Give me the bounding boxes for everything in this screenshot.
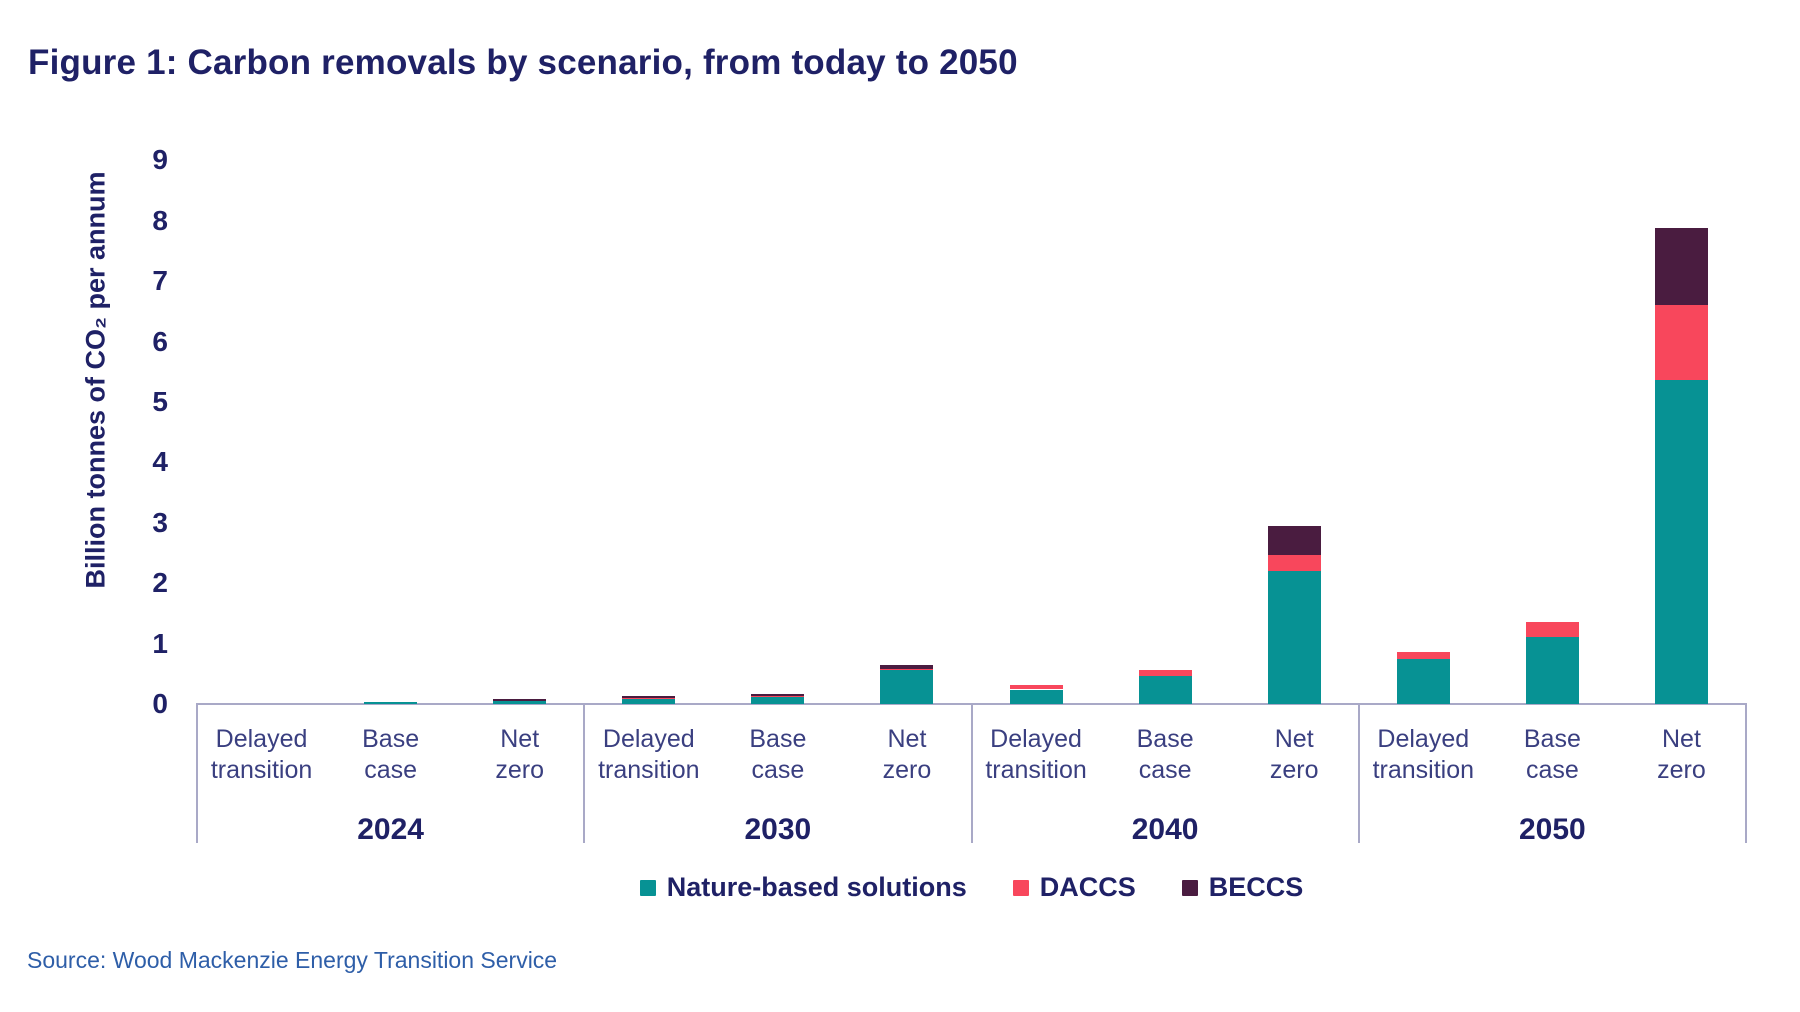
bar-segment-daccs xyxy=(1654,305,1708,380)
legend-label-nature-based-solutions: Nature-based solutions xyxy=(666,872,967,902)
bar-segment-nature-based-solutions xyxy=(1654,379,1708,704)
bar-segment-beccs xyxy=(1654,228,1708,306)
scenario-label: Delayed transition xyxy=(985,725,1087,784)
legend-item-nature-based-solutions: Nature-based solutions xyxy=(639,872,967,903)
y-tick-label: 3 xyxy=(152,506,168,538)
figure-title: Figure 1: Carbon removals by scenario, f… xyxy=(28,43,1018,82)
y-tick-label: 8 xyxy=(152,204,168,236)
y-tick-label: 5 xyxy=(152,386,168,417)
legend-label-beccs: BECCS xyxy=(1208,872,1304,902)
scenario-label: Net zero xyxy=(1269,725,1319,784)
year-label: 2050 xyxy=(1519,813,1586,846)
y-tick-label: 2 xyxy=(152,567,168,599)
legend-label-daccs: DACCS xyxy=(1039,872,1136,902)
bar-segment-beccs xyxy=(751,694,805,697)
y-tick-label: 9 xyxy=(152,144,168,176)
bar-segment-nature-based-solutions xyxy=(751,696,805,704)
scenario-label: Base case xyxy=(1136,725,1194,784)
bar-segment-beccs xyxy=(493,699,547,701)
bar-segment-daccs xyxy=(1138,669,1192,676)
bar-segment-nature-based-solutions xyxy=(1009,689,1063,704)
bar-segment-nature-based-solutions xyxy=(493,700,547,704)
year-label: 2024 xyxy=(357,813,424,846)
scenario-label: Net zero xyxy=(1657,725,1706,784)
bar-segment-daccs xyxy=(622,697,676,699)
legend: Nature-based solutions DACCS BECCS xyxy=(197,872,1746,903)
group-divider-line xyxy=(1745,703,1747,843)
bar-segment-daccs xyxy=(751,696,805,697)
y-tick-label: 4 xyxy=(152,446,168,478)
scenario-label: Base case xyxy=(362,725,420,784)
scenario-label: Base case xyxy=(1523,725,1581,784)
bar-segment-daccs xyxy=(1267,554,1321,572)
bar-segment-nature-based-solutions xyxy=(1525,636,1579,704)
scenario-label: Delayed transition xyxy=(1372,725,1475,784)
bar-segment-daccs xyxy=(880,668,934,671)
scenario-label: Net zero xyxy=(882,725,932,784)
bar-segment-nature-based-solutions xyxy=(622,698,676,704)
bar-segment-nature-based-solutions xyxy=(1396,658,1450,704)
bar-segment-daccs xyxy=(1009,685,1063,690)
scenario-label: Delayed transition xyxy=(210,725,313,784)
group-divider-line xyxy=(196,703,198,843)
scenario-label: Delayed transition xyxy=(598,725,700,784)
bar-segment-nature-based-solutions xyxy=(880,670,934,704)
scenario-label: Base case xyxy=(749,725,807,784)
bar-segment-beccs xyxy=(622,696,676,698)
source-note: Source: Wood Mackenzie Energy Transition… xyxy=(27,947,558,973)
y-tick-label: 6 xyxy=(152,325,168,357)
scenario-label: Net zero xyxy=(495,725,545,784)
bar-segment-beccs xyxy=(880,664,934,669)
y-tick-label: 7 xyxy=(152,265,168,297)
bar-segment-daccs xyxy=(1396,652,1450,659)
group-divider-line xyxy=(583,703,586,843)
bar-segment-nature-based-solutions xyxy=(1138,675,1192,704)
group-divider-line xyxy=(1357,703,1360,843)
legend-swatch-nature-based-solutions-icon xyxy=(639,879,656,896)
y-tick-label: 1 xyxy=(152,627,168,659)
bar-segment-daccs xyxy=(1525,622,1579,637)
legend-item-daccs: DACCS xyxy=(1012,872,1136,903)
legend-swatch-daccs-icon xyxy=(1012,879,1029,896)
bar-segment-beccs xyxy=(1267,525,1321,555)
year-label: 2030 xyxy=(744,813,812,846)
y-tick-label: 0 xyxy=(152,688,168,719)
group-divider-line xyxy=(970,703,973,843)
legend-swatch-beccs-icon xyxy=(1181,879,1198,896)
legend-item-beccs: BECCS xyxy=(1181,872,1304,903)
year-label: 2040 xyxy=(1131,813,1199,846)
bar-segment-nature-based-solutions xyxy=(1267,571,1321,704)
bar-segment-nature-based-solutions xyxy=(364,701,418,704)
